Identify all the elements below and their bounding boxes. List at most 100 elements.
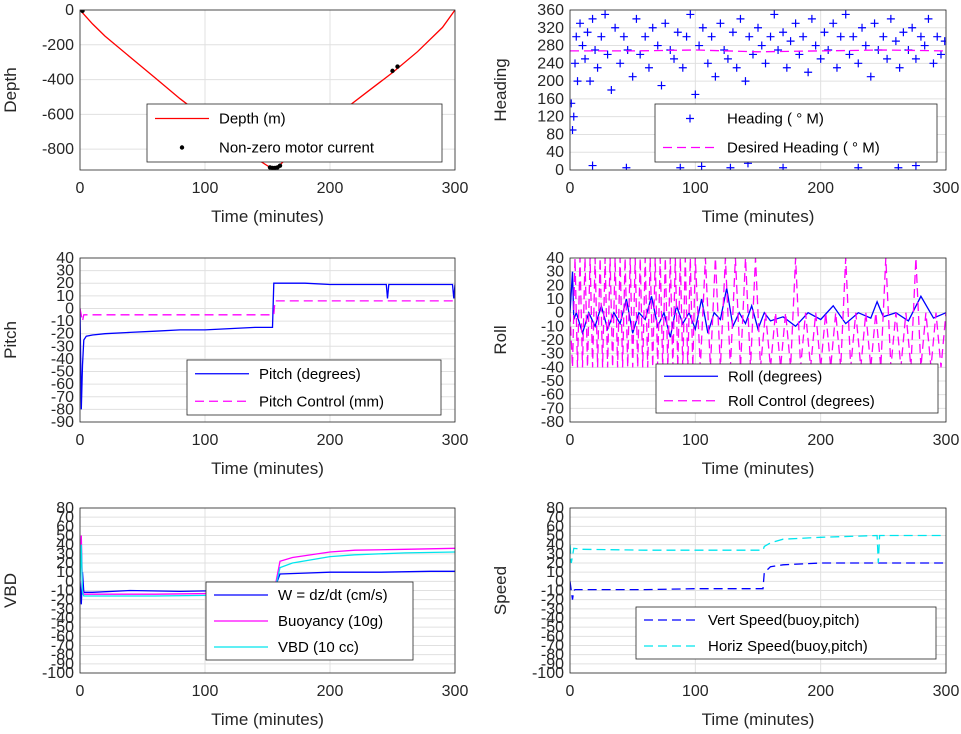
series-heading-m-point (586, 77, 595, 86)
series-heading-m-point (601, 10, 610, 19)
x-tick-label: 300 (933, 180, 960, 197)
x-tick-label: 100 (682, 683, 709, 700)
x-tick-label: 0 (566, 683, 575, 700)
legend-entry-label: Buoyancy (10g) (278, 613, 383, 630)
series-heading-m-point (766, 32, 775, 41)
series-heading-m-point (576, 19, 585, 28)
series-heading-m-point (779, 163, 788, 170)
y-tick-label: -70 (541, 400, 564, 417)
y-tick-label: -40 (541, 610, 564, 627)
series-non-zero-motor-current-point (80, 10, 85, 14)
series-heading-m-point (883, 54, 892, 63)
series-heading-m-point (661, 19, 670, 28)
series-heading-m-point (854, 59, 863, 68)
legend-box (186, 359, 442, 416)
axes-box (569, 257, 947, 423)
y-tick-label: -600 (42, 106, 74, 123)
y-tick-label: 320 (537, 20, 564, 37)
series-heading-m-point (841, 10, 850, 19)
legend-entry-label: Horiz Speed(buoy,pitch) (708, 638, 868, 655)
series-heading-m-point (866, 72, 875, 81)
series-heading-m-point (573, 77, 582, 86)
y-tick-label: 360 (537, 2, 564, 19)
x-tick-label: 300 (442, 432, 469, 449)
series-layer (570, 10, 946, 170)
y-tick-label: -100 (42, 665, 74, 682)
y-axis-label: Heading (491, 58, 510, 121)
x-tick-label: 300 (442, 180, 469, 197)
series-heading-m-point (879, 32, 888, 41)
series-heading-m-point (886, 14, 895, 23)
x-tick-label: 100 (192, 180, 219, 197)
y-tick-label: -40 (51, 351, 74, 368)
legend: Depth (m) Non-zero motor current (146, 103, 443, 163)
x-tick-label: 200 (317, 180, 344, 197)
series-heading-m-point (754, 23, 762, 32)
x-tick-label: 0 (566, 180, 575, 197)
x-axis-label: Time (minutes) (702, 207, 815, 226)
x-tick-label: 200 (807, 180, 834, 197)
series-heading-m-point (711, 72, 720, 81)
legend-entry-label: Pitch (degrees) (259, 366, 361, 383)
series-heading-m-point (899, 28, 908, 37)
y-tick-label: 20 (56, 555, 74, 572)
series-heading-m-point (940, 37, 946, 46)
series-heading-m-point (678, 63, 687, 72)
y-tick-label: -90 (541, 656, 564, 673)
series-heading-m-point (936, 50, 945, 59)
y-tick-label: -70 (51, 638, 74, 655)
y-tick-label: -20 (51, 326, 74, 343)
legend-box (654, 103, 938, 163)
series-heading-m-point (636, 50, 645, 59)
x-tick-label: 0 (76, 180, 85, 197)
y-tick-label: -10 (51, 313, 74, 330)
series-non-zero-motor-current-point (277, 163, 283, 168)
series-heading-m-point (597, 32, 606, 41)
series-heading-m-point (728, 28, 737, 37)
series-heading-m-point (716, 19, 725, 28)
x-tick-label: 200 (317, 683, 344, 700)
y-tick-label: 70 (56, 509, 74, 526)
y-tick-label: -10 (51, 583, 74, 600)
series-heading-m-point (757, 41, 766, 50)
series-heading-m-point (870, 19, 879, 28)
series-non-zero-motor-current-point (390, 68, 395, 74)
series-layer (570, 258, 946, 368)
y-tick-label: 20 (56, 275, 74, 292)
series-heading-m-point (588, 161, 597, 170)
series-heading-m-point (854, 163, 863, 170)
axes-box (79, 9, 456, 171)
series-heading-m-point (820, 28, 829, 37)
y-tick-label: -800 (42, 141, 74, 158)
y-tick-label: -50 (541, 373, 564, 390)
x-tick-label: 300 (442, 683, 469, 700)
series-heading-m-point (623, 46, 632, 54)
series-heading-m-point (829, 19, 838, 28)
series-heading-m-point (779, 28, 788, 37)
series-heading-m-point (648, 23, 657, 32)
y-tick-label: -10 (541, 583, 564, 600)
series-heading-m-point (691, 90, 700, 99)
series-layer (570, 534, 946, 600)
series-heading-m-point (774, 46, 783, 54)
series-heading-m-point (570, 112, 578, 121)
series-heading-m-point (811, 41, 820, 50)
legend-box (655, 363, 939, 414)
series-heading-m-point (824, 46, 833, 54)
y-tick-label: -60 (51, 376, 74, 393)
x-axis-label: Time (minutes) (211, 459, 324, 478)
legend-entry-label: W = dz/dt (cm/s) (278, 587, 388, 604)
series-heading-m-point (616, 59, 625, 68)
x-tick-label: 100 (682, 180, 709, 197)
series-heading-m-point (741, 77, 750, 86)
series-heading-m-point (911, 54, 920, 63)
series-heading-m-point (770, 10, 779, 19)
y-tick-label: 0 (65, 300, 74, 317)
series-heading-m-point (686, 10, 695, 19)
series-heading-m-point (782, 63, 791, 72)
series-heading-m-point (622, 163, 631, 170)
series-desired-heading-m-line (570, 49, 946, 53)
series-heading-m-point (670, 54, 679, 63)
series-heading-m-point (572, 32, 581, 41)
